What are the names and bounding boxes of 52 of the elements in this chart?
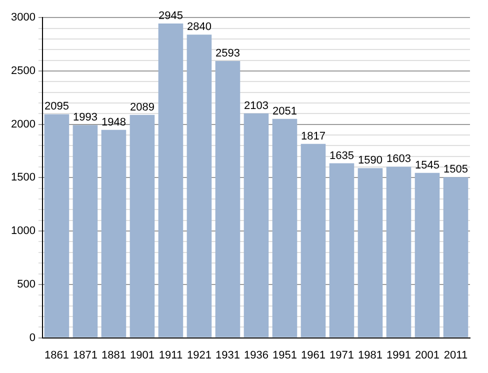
- x-tick-label: 1911: [158, 349, 183, 362]
- x-tick-label: 1991: [386, 349, 411, 362]
- x-tick-label: 1931: [215, 349, 240, 362]
- x-tick-label: 2001: [415, 349, 440, 362]
- data-label: 2103: [244, 100, 268, 112]
- data-label: 1590: [358, 154, 382, 167]
- x-tick-label: 1871: [72, 349, 98, 362]
- data-label: 2051: [272, 105, 297, 118]
- y-tick-label: 500: [17, 278, 36, 290]
- bar: [358, 168, 383, 338]
- x-tick-label: 1951: [272, 349, 297, 362]
- bar: [272, 118, 298, 338]
- data-label: 2840: [186, 21, 212, 34]
- y-tick-label: 2000: [10, 118, 36, 130]
- bar: [158, 23, 184, 338]
- data-label: 1817: [300, 130, 326, 142]
- x-tick-label: 2011: [444, 349, 468, 362]
- data-label: 2095: [44, 100, 69, 113]
- y-tick-label: 3000: [10, 12, 36, 24]
- data-label: 1505: [444, 164, 468, 176]
- x-tick-label: 1901: [130, 349, 154, 362]
- bar: [72, 125, 98, 338]
- x-tick-label: 1971: [330, 349, 354, 362]
- bar: [44, 114, 70, 338]
- data-label: 2945: [158, 10, 183, 22]
- data-label: 2593: [215, 48, 240, 60]
- bar: [386, 166, 412, 338]
- x-tick-label: 1921: [186, 349, 212, 362]
- bar: [186, 34, 212, 338]
- bar: [101, 130, 126, 338]
- y-tick-label: 0: [29, 332, 36, 344]
- bar: [130, 114, 155, 338]
- bar: [215, 61, 240, 338]
- data-label: 1993: [72, 112, 98, 124]
- x-tick-label: 1981: [358, 349, 382, 362]
- x-tick-label: 1861: [44, 349, 69, 362]
- y-tick-label: 1000: [10, 225, 36, 238]
- y-tick-label: 1500: [10, 172, 36, 184]
- data-label: 1948: [101, 116, 126, 128]
- x-tick-label: 1881: [101, 349, 126, 362]
- bar: [329, 163, 354, 338]
- bar: [414, 172, 440, 338]
- data-label: 1545: [415, 159, 440, 172]
- y-tick-label: 2500: [10, 65, 36, 77]
- bar: [300, 144, 326, 338]
- x-tick-label: 1961: [300, 349, 326, 362]
- data-label: 2089: [130, 101, 154, 114]
- bar: [443, 177, 468, 338]
- data-label: 1603: [386, 153, 411, 166]
- bar: [244, 113, 269, 338]
- x-tick-label: 1936: [244, 349, 268, 362]
- data-label: 1635: [330, 150, 354, 162]
